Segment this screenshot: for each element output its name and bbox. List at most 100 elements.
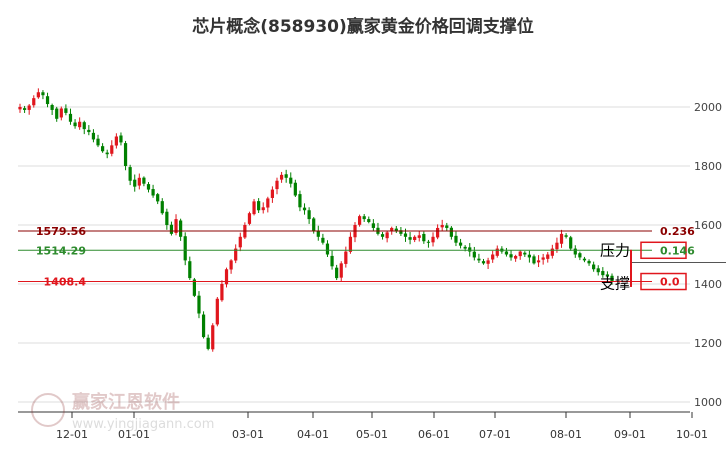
candle-body — [307, 210, 311, 220]
candle-body — [197, 295, 201, 314]
candle-body — [380, 234, 385, 237]
y-tick-label: 1200 — [694, 337, 722, 350]
candle-body — [96, 138, 100, 146]
candle-body — [123, 143, 128, 166]
candle-body — [27, 105, 31, 110]
y-tick-label: 1600 — [694, 219, 722, 232]
candle-body — [137, 177, 141, 186]
candle-body — [284, 174, 288, 178]
candle-body — [523, 252, 527, 255]
y-tick-label: 1000 — [694, 396, 722, 409]
candle-body — [550, 248, 554, 256]
candle-body — [229, 260, 233, 270]
grid-lines — [18, 106, 690, 403]
candle-body — [321, 237, 325, 243]
candle-body — [234, 248, 238, 261]
candle-body — [486, 260, 490, 264]
candle-body — [532, 256, 536, 264]
candle-body — [73, 122, 77, 127]
candle-body — [252, 201, 256, 215]
support-label: 支撑 — [600, 275, 630, 293]
candle-body — [50, 105, 54, 110]
candle-body — [59, 108, 63, 118]
candle-body — [335, 267, 339, 279]
candle-body — [449, 227, 453, 237]
candle-body — [431, 236, 435, 243]
candle-body — [357, 216, 362, 225]
x-tick-label: 07-01 — [479, 428, 511, 441]
candle-body — [413, 236, 417, 241]
candle-body — [36, 92, 40, 98]
candle-body — [417, 235, 421, 238]
candle-body — [169, 224, 174, 234]
candle-body — [179, 220, 183, 237]
candle-body — [142, 177, 146, 184]
support-resistance-levels: 1579.56 0.236 1514.29 0.146 1408.4 0.0 — [18, 225, 695, 291]
watermark-logo — [31, 393, 65, 427]
x-tick-label: 10-01 — [676, 428, 708, 441]
candle-body — [261, 207, 265, 211]
candle-body — [394, 228, 398, 231]
resistance-label: 压力 — [600, 241, 630, 259]
candle-body — [128, 167, 132, 181]
candle-body — [18, 107, 22, 110]
candle-body — [330, 255, 334, 267]
candle-body — [573, 248, 577, 255]
candle-body — [596, 268, 600, 273]
candle-body — [605, 274, 610, 277]
candle-body — [426, 241, 431, 243]
candle-body — [481, 261, 486, 264]
candle-body — [165, 211, 169, 225]
candle-body — [440, 225, 444, 228]
level-price-label: 1408.4 — [44, 276, 87, 289]
candle-body — [105, 152, 109, 155]
candle-body — [298, 194, 302, 208]
candle-body — [114, 136, 118, 146]
candle-body — [601, 271, 605, 276]
x-tick-label: 01-01 — [118, 428, 150, 441]
candle-body — [325, 243, 330, 255]
x-tick-label: 05-01 — [356, 428, 388, 441]
candle-body — [215, 298, 219, 325]
candle-body — [491, 254, 495, 260]
candle-body — [192, 279, 196, 296]
candle-body — [463, 246, 467, 249]
candle-body — [367, 219, 371, 223]
y-tick-label: 1800 — [694, 160, 722, 173]
candle-body — [160, 201, 164, 214]
candle-body — [362, 216, 366, 220]
candle-body — [527, 254, 532, 258]
candle-body — [468, 247, 472, 252]
candle-body — [293, 182, 297, 196]
x-tick-label: 04-01 — [297, 428, 329, 441]
candle-body — [206, 337, 210, 349]
level-ratio-label: 0.0 — [660, 276, 680, 289]
y-axis-ticks: 1000 1200 1400 1600 1800 2000 — [694, 101, 722, 409]
candle-body — [22, 108, 27, 110]
candle-body — [472, 251, 476, 258]
x-tick-label: 12-01 — [56, 428, 88, 441]
candle-body — [32, 98, 36, 106]
candle-body — [536, 260, 541, 263]
level-ratio-label: 0.236 — [660, 225, 695, 238]
candle-body — [541, 257, 545, 260]
level-ratio-box — [640, 241, 687, 260]
candle-body — [403, 233, 408, 237]
candle-body — [514, 255, 518, 259]
candle-body — [201, 314, 206, 338]
candle-body — [399, 230, 403, 234]
candle-body — [275, 180, 279, 190]
y-tick-label: 1400 — [694, 278, 722, 291]
candle-body — [146, 184, 151, 190]
candle-body — [87, 129, 91, 133]
candle-body — [509, 254, 513, 258]
candle-body — [211, 325, 215, 350]
candle-body — [279, 174, 284, 180]
candle-body — [312, 218, 316, 231]
level-ratio-label: 0.146 — [660, 244, 695, 257]
candle-body — [266, 198, 270, 208]
watermark: 赢家江恩软件 www.yingjiagann.com — [31, 391, 214, 432]
candle-body — [348, 236, 353, 252]
